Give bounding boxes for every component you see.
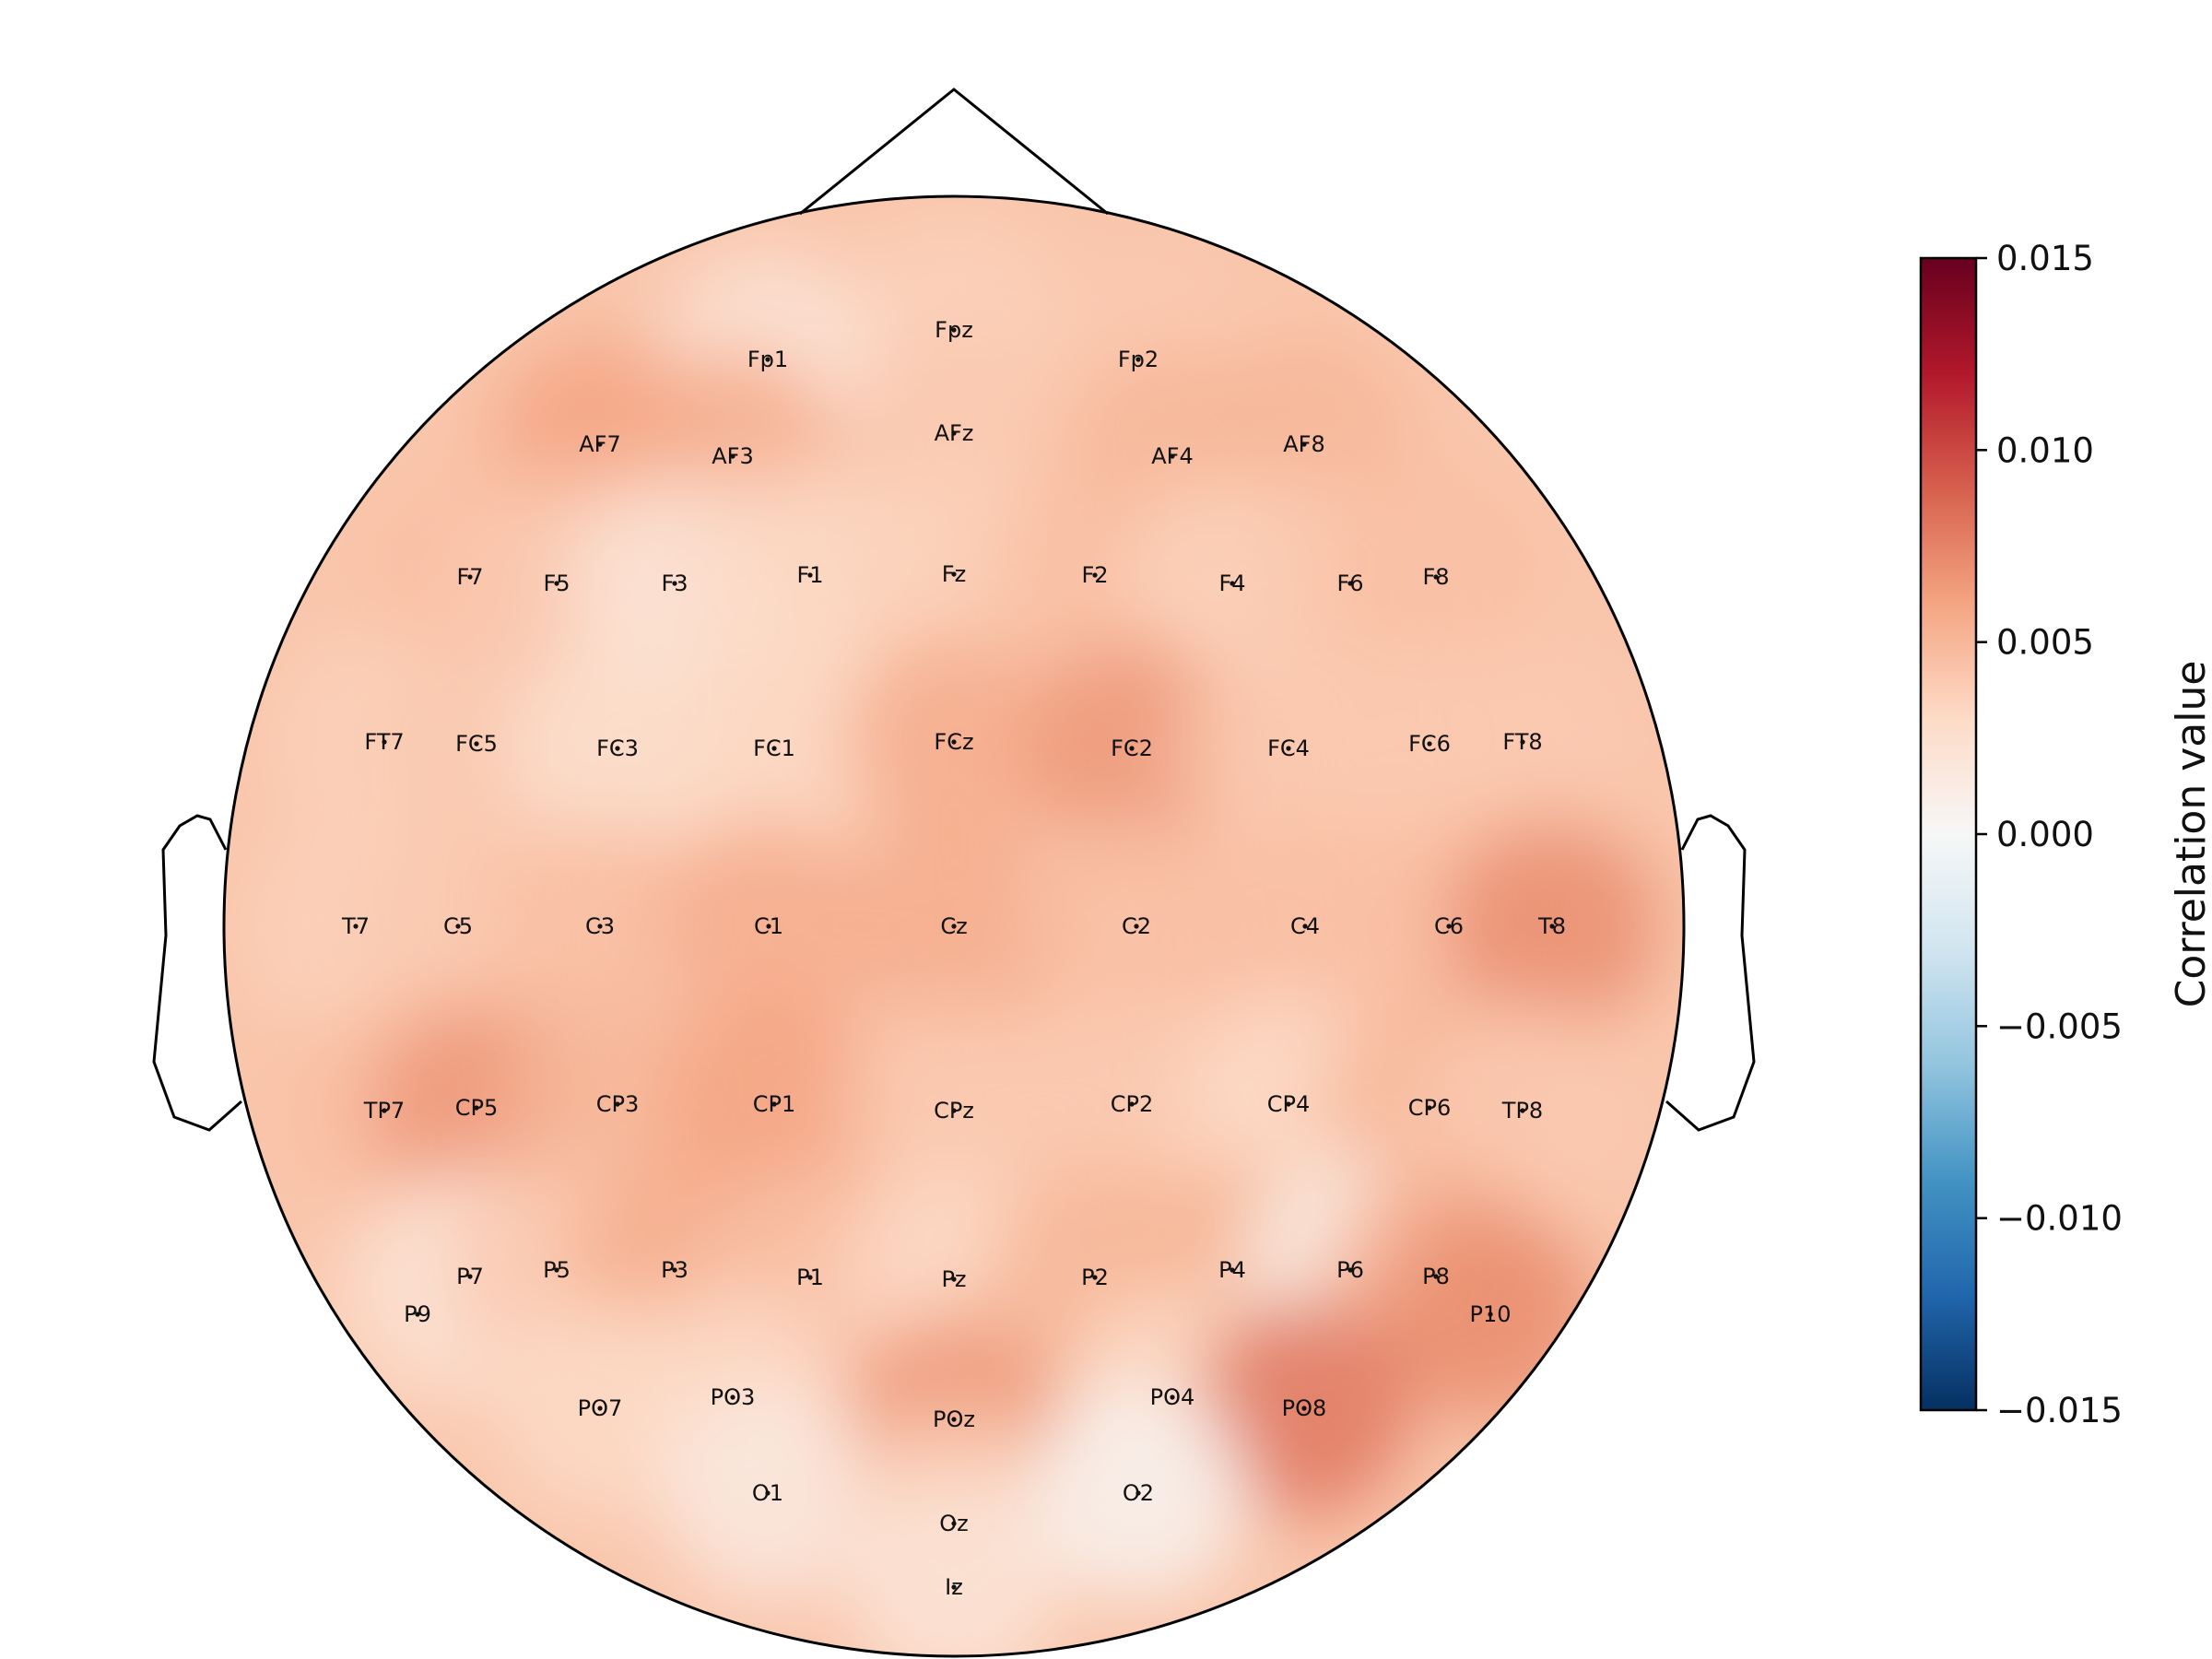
electrode-label: C1 [754,913,783,939]
electrode-label: FT7 [364,729,404,755]
electrode-label: T7 [341,913,370,939]
electrode-label: PO3 [711,1384,756,1410]
electrode-label: TP7 [363,1098,405,1124]
electrode-label: CP4 [1267,1091,1311,1117]
electrode-label: F8 [1422,564,1449,590]
electrode-label: P1 [796,1265,824,1290]
electrode-label: AF7 [579,431,621,457]
colorbar-tick-label: 0.015 [1996,239,2094,278]
colorbar-tick-label: −0.005 [1996,1006,2123,1046]
electrode-label: Fz [942,561,966,587]
electrode-label: O1 [752,1480,783,1506]
colorbar-fill [1921,258,1976,1410]
electrode-label: T8 [1537,913,1566,939]
electrode-label: PO4 [1150,1384,1195,1410]
electrode-label: AFz [935,420,974,446]
electrode-label: P8 [1422,1264,1450,1289]
electrode-label: P10 [1469,1301,1511,1327]
electrode-label: FC6 [1408,731,1451,757]
electrode-label: Fp2 [1118,347,1159,372]
electrode-label: F1 [796,562,823,588]
electrode-label: P6 [1336,1257,1364,1283]
electrode-label: FC4 [1267,735,1310,761]
electrode-label: Iz [945,1574,963,1600]
colorbar-tick-label: 0.005 [1996,623,2094,663]
electrode-label: POz [933,1406,975,1432]
electrode-label: C5 [443,913,473,939]
electrode-label: C6 [1434,913,1464,939]
electrode-label: PO8 [1282,1395,1327,1421]
electrode-label: C3 [585,913,615,939]
electrode-label: P9 [404,1301,431,1327]
electrode-label: TP8 [1501,1098,1543,1124]
electrode-label: FC3 [596,735,639,761]
electrode-label: Fp1 [747,347,788,372]
electrode-label: CPz [934,1098,974,1124]
electrode-label: P2 [1081,1265,1109,1290]
electrode-label: FC2 [1111,735,1153,761]
electrode-label: CP2 [1111,1091,1154,1117]
electrode-label: AF3 [712,443,754,469]
electrode-label: Fpz [935,317,973,343]
electrode-label: F2 [1081,562,1108,588]
electrode-label: P3 [661,1257,688,1283]
electrode-label: Cz [940,913,967,939]
electrode-label: O2 [1123,1480,1154,1506]
electrode-label: PO7 [578,1395,623,1421]
electrode-label: F4 [1218,571,1245,596]
electrode-label: CP1 [753,1091,796,1117]
electrode-label: AF4 [1151,443,1194,469]
electrode-label: C2 [1122,913,1151,939]
electrode-label: F3 [661,571,688,596]
colorbar-tick-label: 0.010 [1996,430,2094,470]
electrode-label: C4 [1290,913,1320,939]
colorbar-label: Correlation value [2168,661,2212,1008]
electrode-label: FCz [934,729,973,755]
electrode-label: CP6 [1408,1095,1452,1121]
colorbar: 0.015 0.010 0.005 0.000 −0.005 −0.010 −0.015 C… [1921,239,2212,1430]
electrode-label: AF8 [1283,431,1325,457]
electrode-label: CP5 [455,1095,499,1121]
colorbar-tick-label: 0.000 [1996,815,2094,854]
electrode-label: F6 [1336,571,1363,596]
colorbar-tick-label: −0.015 [1996,1391,2123,1430]
electrode-label: F7 [456,564,483,590]
colorbar-tick-label: −0.010 [1996,1199,2123,1239]
electrode-label: P7 [456,1264,484,1289]
colorbar-ticks: 0.015 0.010 0.005 0.000 −0.005 −0.010 −0.015 [1976,239,2123,1430]
electrode-label: FC1 [753,735,795,761]
electrode-label: F5 [543,571,570,596]
electrode-label: P4 [1218,1257,1246,1283]
electrode-label: FT8 [1502,729,1542,755]
electrode-label: Pz [941,1266,966,1292]
electrode-label: FC5 [455,731,498,757]
electrode-label: P5 [543,1257,571,1283]
electrode-label: CP3 [596,1091,640,1117]
electrode-label: Oz [939,1511,969,1536]
